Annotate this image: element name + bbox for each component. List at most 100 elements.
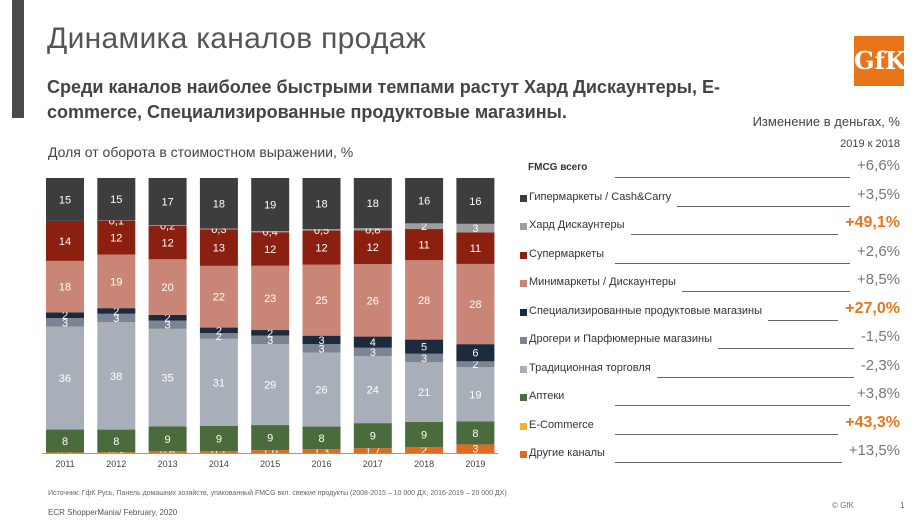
bar-segment bbox=[405, 229, 444, 261]
bar-data-label: 14 bbox=[59, 236, 71, 248]
bar-segment bbox=[148, 314, 187, 321]
bar-data-label: 11 bbox=[418, 240, 429, 252]
legend-label: Хард Дискаунтеры bbox=[529, 219, 625, 231]
bar-segment bbox=[302, 352, 341, 427]
bar-segment bbox=[353, 423, 392, 449]
bar-segment bbox=[353, 230, 392, 264]
legend-divider bbox=[615, 262, 850, 264]
bar-data-label: 9 bbox=[421, 430, 427, 442]
bar-data-label: 19 bbox=[469, 389, 481, 401]
legend-swatch bbox=[520, 223, 527, 230]
bar-data-label: 22 bbox=[213, 292, 225, 304]
legend-label: Дрогери и Парфюмерные магазины bbox=[529, 333, 712, 345]
bar-segment bbox=[46, 312, 84, 319]
bar-data-label: 8 bbox=[472, 428, 478, 440]
bar-segment bbox=[251, 232, 290, 266]
bar-segment bbox=[456, 263, 495, 345]
bar-data-label: 21 bbox=[418, 387, 430, 399]
x-tick-label: 2014 bbox=[209, 459, 229, 469]
change-value: +2,6% bbox=[857, 242, 900, 260]
bar-segment bbox=[251, 335, 290, 345]
bar-data-label: 3 bbox=[113, 313, 119, 325]
bar-segment bbox=[148, 225, 187, 226]
bar-segment bbox=[456, 444, 495, 453]
page-subtitle: Среди каналов наиболее быстрыми темпами … bbox=[47, 77, 721, 122]
bar-data-label: 8 bbox=[113, 436, 119, 448]
chart-title: Доля от оборота в стоимостном выражении,… bbox=[48, 144, 354, 160]
bar-data-label: 36 bbox=[59, 373, 71, 385]
bar-data-label: 3 bbox=[62, 317, 68, 329]
legend-label: Супермаркеты bbox=[529, 247, 605, 260]
bar-segment bbox=[199, 425, 238, 452]
x-tick-label: 2011 bbox=[55, 459, 74, 469]
bar-segment bbox=[405, 260, 444, 340]
bar-segment bbox=[251, 231, 290, 233]
bar-data-label: 9 bbox=[216, 433, 222, 445]
bar-segment bbox=[353, 228, 392, 231]
bar-data-label: 6 bbox=[472, 348, 478, 360]
legend-row: Дрогери и Парфюмерные магазины -1,5% bbox=[515, 327, 905, 353]
bar-data-label: 23 bbox=[264, 293, 276, 305]
legend-label: Гипермаркеты / Cash&Carry bbox=[529, 190, 672, 203]
bar-data-label: 25 bbox=[315, 295, 327, 307]
bar-data-label: 12 bbox=[110, 233, 122, 245]
footer-event: ECR ShopperMania/ February, 2020 bbox=[48, 508, 178, 517]
bar-data-label: 12 bbox=[161, 238, 173, 250]
bar-data-label: 2 bbox=[267, 328, 273, 340]
bar-data-label: 31 bbox=[213, 377, 225, 389]
bar-data-label: 5 bbox=[421, 342, 427, 354]
bar-data-label: 4 bbox=[370, 337, 376, 349]
bar-segment bbox=[405, 178, 444, 224]
bar-data-label: 9 bbox=[267, 433, 273, 445]
x-tick-label: 2015 bbox=[260, 459, 280, 469]
change-header: Изменение в деньгах, % bbox=[752, 114, 900, 129]
legend-swatch bbox=[520, 251, 527, 259]
change-value: +13,5% bbox=[848, 442, 900, 459]
legend-row: Хард Дискаунтеры +49,1% bbox=[515, 213, 905, 239]
bar-segment bbox=[302, 335, 341, 345]
bar-data-label: 3 bbox=[421, 353, 427, 365]
bar-segment bbox=[353, 448, 392, 453]
stacked-bar-chart: 0,28363218141520110,38383219120,11520120… bbox=[42, 178, 499, 469]
bar-segment bbox=[199, 333, 238, 339]
bar-segment bbox=[97, 178, 136, 221]
x-tick-label: 2018 bbox=[414, 459, 434, 469]
bar-segment bbox=[199, 451, 238, 453]
legend-swatch bbox=[520, 451, 527, 458]
bar-data-label: 3 bbox=[318, 343, 324, 355]
bar-segment bbox=[46, 260, 84, 313]
bar-data-label: 3 bbox=[165, 320, 171, 332]
x-tick-label: 2019 bbox=[465, 459, 485, 469]
bar-segment bbox=[46, 452, 84, 453]
bar-data-label: 3 bbox=[267, 335, 273, 347]
page-title: Динамика каналов продаж bbox=[47, 22, 427, 55]
legend-swatch bbox=[520, 337, 527, 344]
legend-label: Традиционная торговля bbox=[529, 361, 651, 374]
bar-data-label: 3 bbox=[472, 444, 478, 456]
bar-data-label: 2 bbox=[421, 221, 427, 233]
bar-segment bbox=[302, 229, 341, 231]
bar-segment bbox=[456, 344, 495, 362]
bar-segment bbox=[302, 230, 341, 265]
bar-segment bbox=[46, 220, 84, 261]
bar-segment bbox=[199, 178, 238, 229]
bar-segment bbox=[251, 330, 290, 336]
bar-data-label: 18 bbox=[367, 198, 379, 210]
bar-data-label: 2 bbox=[421, 445, 427, 457]
bar-segment bbox=[97, 429, 136, 453]
bar-data-label: 18 bbox=[59, 282, 71, 294]
change-value: -2,3% bbox=[860, 356, 900, 374]
bar-segment bbox=[199, 338, 238, 426]
legend-label: Минимаркеты / Дискаунтеры bbox=[529, 276, 676, 288]
bar-segment bbox=[456, 232, 495, 264]
bar-segment bbox=[405, 362, 444, 422]
bar-segment bbox=[302, 344, 341, 353]
x-tick-label: 2012 bbox=[106, 459, 126, 469]
bar-data-label: 28 bbox=[469, 299, 481, 311]
bar-segment bbox=[302, 264, 341, 336]
footer-copyright: © GfK bbox=[832, 501, 854, 510]
bar-segment bbox=[456, 178, 495, 224]
bar-segment bbox=[353, 336, 392, 348]
bar-data-label: 38 bbox=[110, 371, 122, 383]
bar-segment bbox=[46, 318, 84, 327]
